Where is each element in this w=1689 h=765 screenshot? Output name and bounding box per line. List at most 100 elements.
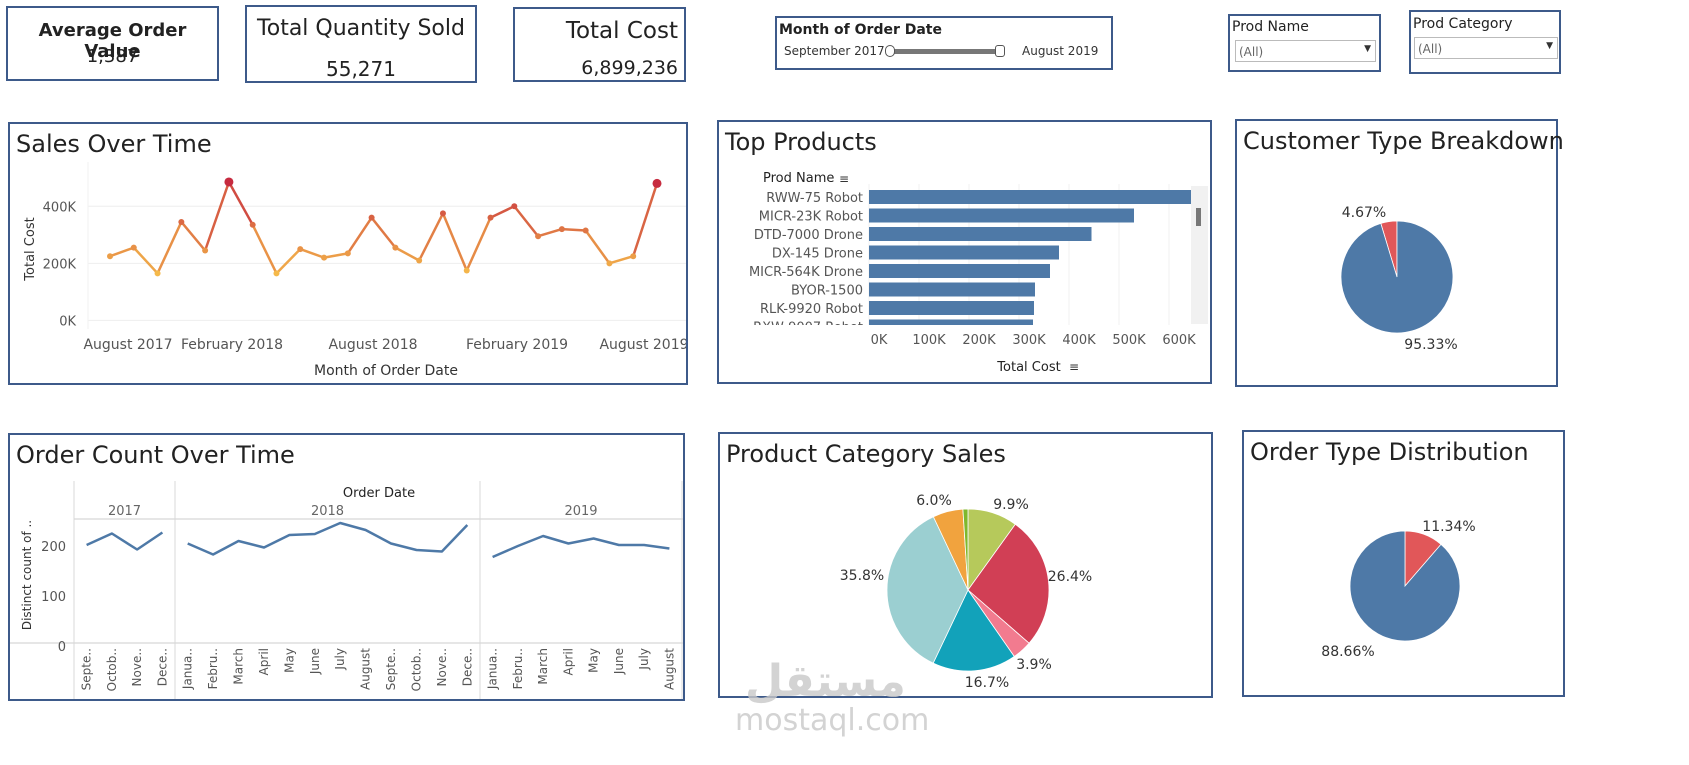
chevron-down-icon: ▼	[1364, 44, 1371, 54]
order-count-panel: Order Count Over Time Order Date 0 100 200 D…	[8, 433, 685, 701]
x-tick-label: August 2017	[83, 337, 172, 353]
series-line-segment	[227, 180, 254, 227]
month-tick-label: Febru..	[206, 648, 220, 689]
series-line-segment	[560, 227, 587, 232]
y-tick-label: 0K	[59, 314, 76, 329]
category-label: RWW-75 Robot	[766, 191, 863, 206]
panel-title: Product Category Sales	[726, 440, 1006, 468]
series-line-segment	[108, 246, 136, 258]
series-line-segment	[299, 247, 326, 259]
customer-type-pie: 95.33% 4.67%	[1340, 205, 1458, 353]
data-point	[535, 233, 542, 240]
sales-over-time-panel: Sales Over Time 0K 200K 400K August 2017 Feb…	[8, 122, 688, 385]
x-tick-label: February 2018	[181, 337, 283, 353]
data-point	[582, 227, 589, 234]
month-tick-label: July	[637, 648, 651, 671]
sort-icon: ≡	[1069, 360, 1079, 374]
x-axis-title: Month of Order Date	[314, 363, 458, 379]
prod-category-filter: Prod Category (All) ▼	[1409, 10, 1561, 74]
slice-label: 9.9%	[993, 497, 1029, 513]
bar	[869, 190, 1194, 204]
series-line-segment	[489, 205, 516, 219]
month-tick-label: Octob..	[409, 648, 423, 691]
kpi-title: Total Quantity Sold	[257, 16, 465, 41]
month-tick-label: March	[536, 648, 550, 685]
panel-title: Order Count Over Time	[16, 441, 295, 469]
x-tick-label: 100K	[912, 333, 946, 348]
month-tick-label: May	[587, 648, 601, 673]
kpi-title: Total Cost	[565, 18, 678, 44]
kpi-value: 6,899,236	[581, 57, 678, 79]
y-axis-title: Prod Name	[763, 171, 834, 186]
year-label: 2017	[108, 504, 141, 519]
scrollbar-thumb[interactable]	[1196, 208, 1201, 226]
x-tick-label: 0K	[871, 333, 888, 348]
month-tick-label: April	[561, 648, 575, 675]
series-line-segment	[275, 247, 302, 275]
bar	[869, 227, 1092, 241]
year-label: 2019	[564, 504, 597, 519]
data-point	[321, 254, 328, 261]
order-count-chart: Order Date 0 100 200 Distinct count of .. 201…	[10, 481, 683, 699]
series-line-segment	[631, 182, 659, 258]
pie-slice	[886, 516, 969, 664]
data-point	[630, 253, 637, 260]
pie-slice	[967, 523, 1050, 644]
prod-name-filter-label: Prod Name	[1232, 19, 1309, 35]
data-point	[558, 226, 565, 233]
data-point	[344, 250, 351, 257]
y-tick-label: 100	[41, 590, 66, 605]
x-tick-label: 500K	[1112, 333, 1146, 348]
series-line-segment	[465, 216, 492, 272]
category-label: RLK-9920 Robot	[760, 302, 863, 317]
month-tick-label: Febru..	[511, 648, 525, 689]
x-tick-label: August 2018	[328, 337, 417, 353]
month-tick-label: Nove..	[130, 648, 144, 686]
slice-label: 88.66%	[1321, 644, 1374, 660]
kpi-value: 55,271	[326, 57, 396, 81]
series-line-segment	[608, 254, 635, 265]
sort-icon: ≡	[839, 172, 849, 186]
kpi-title: Average Order Value	[38, 20, 187, 62]
month-slider-handle-end[interactable]	[995, 45, 1005, 57]
month-end-label: August 2019	[1022, 44, 1099, 58]
category-label: DTD-7000 Drone	[754, 228, 863, 243]
data-point	[652, 178, 662, 188]
month-tick-label: March	[232, 648, 246, 685]
year-label: 2018	[311, 504, 344, 519]
y-tick-label: 200K	[43, 257, 77, 272]
series-line	[86, 531, 164, 551]
month-tick-label: June	[612, 648, 626, 675]
y-axis-title: Total Cost	[23, 217, 38, 281]
series-line-segment	[132, 246, 159, 275]
month-tick-label: Octob..	[105, 648, 119, 691]
data-point	[439, 210, 446, 217]
month-tick-label: Septe..	[384, 648, 398, 690]
data-point	[511, 203, 518, 210]
slice-label: 35.8%	[840, 568, 884, 584]
month-tick-label: Nove..	[435, 648, 449, 686]
prod-category-dropdown[interactable]: (All) ▼	[1414, 37, 1558, 59]
chevron-down-icon: ▼	[1546, 41, 1553, 51]
prod-name-dropdown[interactable]: (All) ▼	[1235, 40, 1376, 62]
series-line-segment	[156, 220, 183, 275]
data-point	[154, 270, 161, 277]
x-tick-label: August 2019	[599, 337, 686, 353]
month-tick-label: July	[333, 648, 347, 671]
series-line-segment	[584, 229, 611, 265]
bar	[869, 301, 1034, 315]
month-slider-track[interactable]	[890, 49, 1000, 54]
month-slider-handle-start[interactable]	[885, 45, 895, 57]
y-axis-title: Distinct count of ..	[20, 520, 34, 630]
category-label: RXW-9007 Robot	[753, 321, 863, 336]
prod-name-filter: Prod Name (All) ▼	[1228, 14, 1381, 72]
x-tick-label: 200K	[962, 333, 996, 348]
series-line-segment	[370, 216, 397, 249]
data-point	[487, 214, 494, 221]
category-label: DX-145 Drone	[772, 247, 863, 262]
watermark-latin: mostaql.com	[735, 703, 930, 738]
kpi-card-total-quantity-sold: Total Quantity Sold 55,271	[245, 5, 477, 83]
y-tick-label: 0	[58, 640, 66, 655]
customer-type-panel: Customer Type Breakdown 95.33% 4.67%	[1235, 119, 1564, 387]
kpi-card-total-cost: Total Cost 6,899,236	[513, 7, 686, 82]
